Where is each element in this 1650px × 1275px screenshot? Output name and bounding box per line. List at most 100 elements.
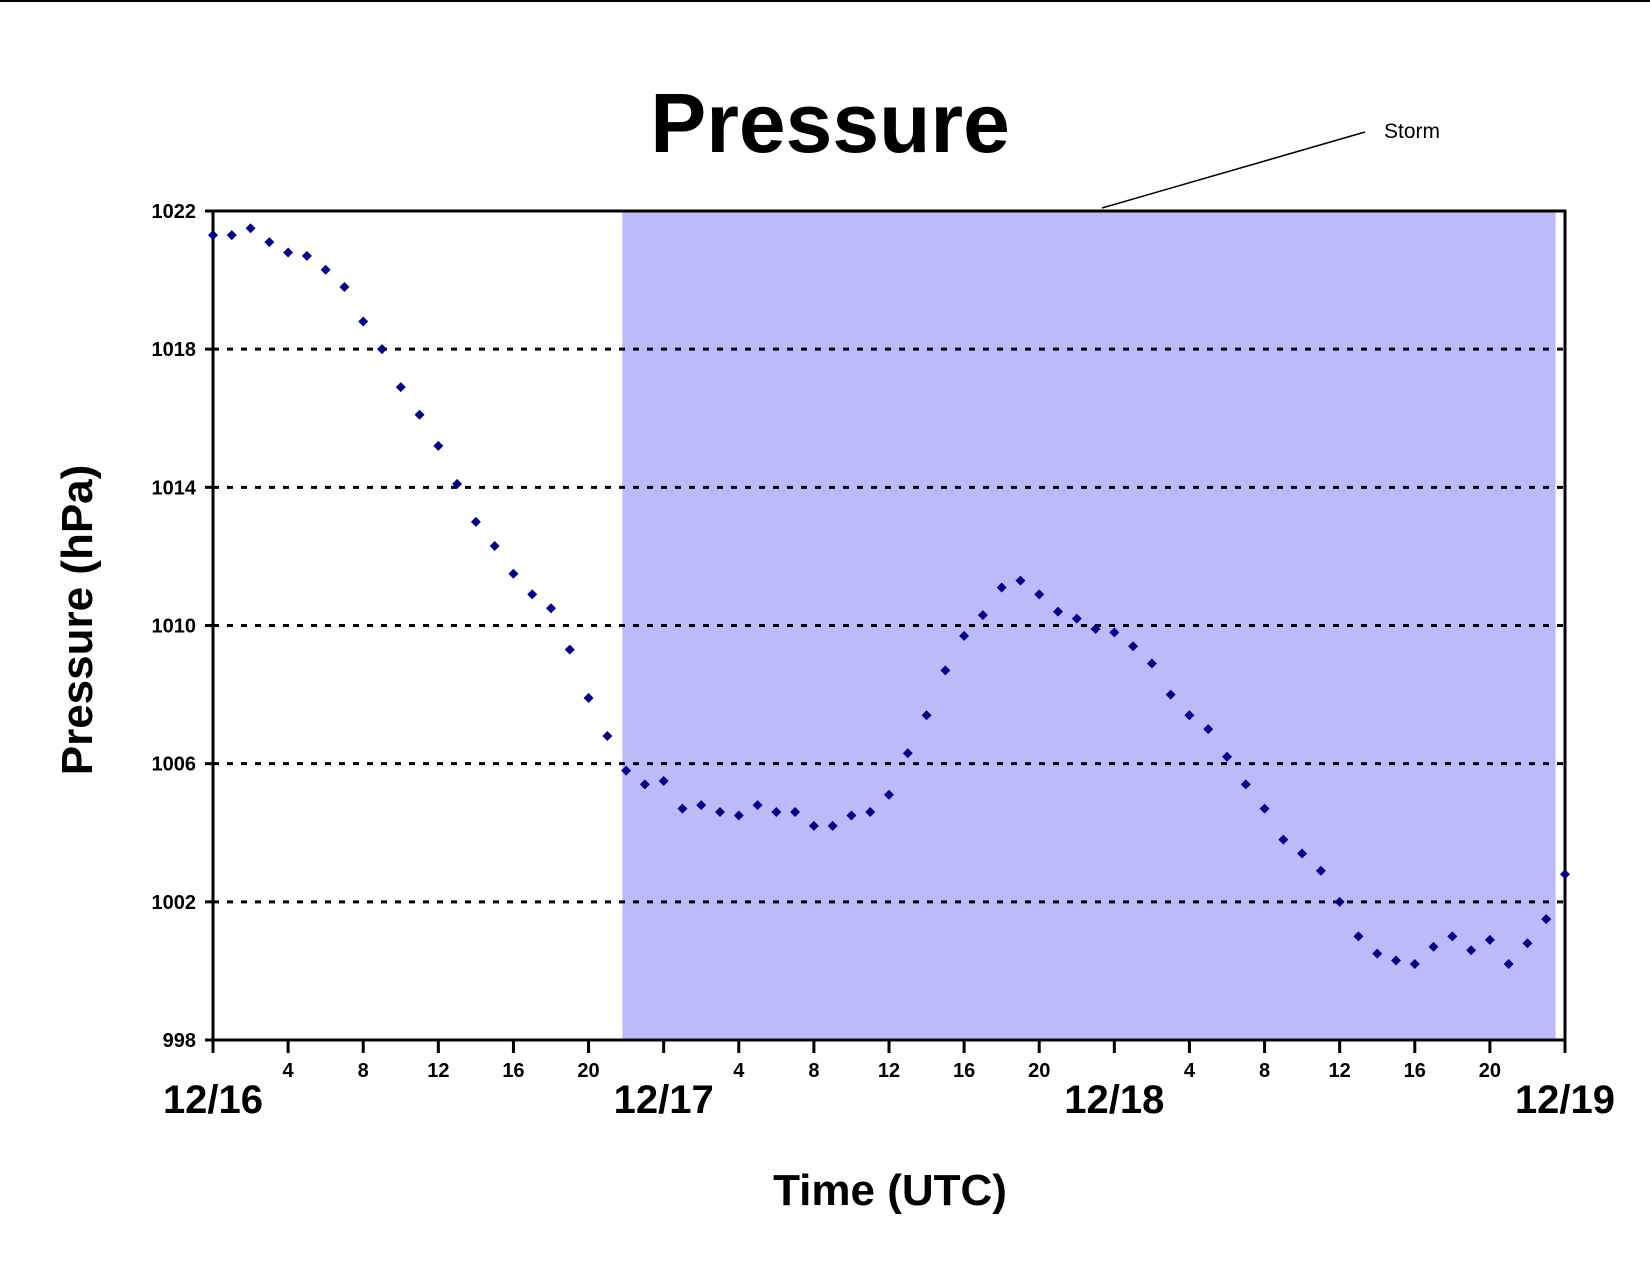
data-point (320, 264, 331, 275)
data-point (583, 693, 594, 704)
data-point (358, 316, 369, 327)
data-point (639, 779, 650, 790)
data-point (771, 807, 782, 818)
data-point (827, 820, 838, 831)
data-point (1334, 896, 1345, 907)
y-tick-label-998: 998 (163, 1030, 196, 1052)
data-point (1090, 623, 1101, 634)
y-tick-label-1014: 1014 (152, 477, 197, 499)
data-point (1128, 641, 1139, 652)
data-point (1015, 575, 1026, 586)
data-point (1353, 931, 1364, 942)
data-point (1278, 834, 1289, 845)
data-point (1165, 689, 1176, 700)
data-point (846, 810, 857, 821)
data-point (226, 230, 237, 241)
data-point (1428, 941, 1439, 952)
x-tick-label-12: 12 (427, 1060, 449, 1082)
day-label-12-18: 12/18 (1064, 1078, 1164, 1122)
x-tick-label-4: 4 (283, 1060, 295, 1082)
data-point (658, 775, 669, 786)
data-point (902, 748, 913, 759)
data-point (959, 630, 970, 641)
data-point (433, 440, 444, 451)
data-point (696, 800, 707, 811)
x-tick-label-44: 20 (1028, 1060, 1050, 1082)
data-point (1259, 803, 1270, 814)
x-tick-label-36: 12 (878, 1060, 900, 1082)
x-tick-label-40: 16 (953, 1060, 975, 1082)
data-point (1503, 959, 1514, 970)
data-point (921, 710, 932, 721)
data-point (808, 820, 819, 831)
data-point (377, 344, 387, 355)
data-point (508, 568, 519, 579)
data-point (733, 810, 744, 821)
y-tick-label-1002: 1002 (152, 892, 197, 914)
data-point (489, 541, 500, 552)
data-point (1560, 869, 1570, 880)
data-point (977, 610, 988, 621)
data-point (865, 807, 876, 818)
data-point (1522, 938, 1533, 949)
data-point (264, 237, 275, 248)
data-point (1109, 627, 1120, 638)
data-point (1203, 724, 1214, 735)
x-tick-label-20: 20 (577, 1060, 599, 1082)
data-point (527, 589, 538, 600)
x-tick-label-16: 16 (502, 1060, 524, 1082)
data-point (1297, 848, 1308, 859)
data-point (715, 807, 725, 818)
day-label-12-19: 12/19 (1515, 1078, 1615, 1122)
data-point (1541, 914, 1552, 925)
data-point (546, 603, 556, 614)
x-axis-label: Time (UTC) (773, 1166, 1007, 1215)
data-point (1466, 945, 1477, 956)
data-points-layer (208, 223, 1570, 970)
data-point (1409, 959, 1420, 970)
data-point (677, 803, 688, 814)
chart-title: Pressure (650, 76, 1010, 170)
data-point (1484, 934, 1495, 945)
data-point (245, 223, 256, 234)
top-border-rule (0, 0, 1650, 2)
data-point (1447, 931, 1458, 942)
data-point (1034, 589, 1045, 600)
day-label-12-17: 12/17 (614, 1078, 714, 1122)
data-point (884, 789, 894, 800)
data-point (301, 250, 312, 261)
data-point (208, 230, 218, 241)
data-point (602, 731, 613, 742)
data-point (1071, 613, 1082, 624)
data-point (1240, 779, 1251, 790)
x-tick-label-8: 8 (358, 1060, 369, 1082)
data-point (790, 807, 801, 818)
x-tick-label-64: 16 (1404, 1060, 1426, 1082)
data-point (470, 516, 481, 527)
y-tick-label-1022: 1022 (152, 201, 197, 223)
gridlines-layer (213, 347, 1565, 904)
day-label-12-16: 12/16 (163, 1078, 263, 1122)
data-point (283, 247, 294, 258)
data-point (940, 665, 951, 676)
y-axis-label: Pressure (hPa) (53, 465, 102, 776)
data-point (1372, 948, 1383, 959)
data-point (1315, 865, 1326, 876)
data-point (996, 582, 1007, 593)
y-tick-label-1010: 1010 (152, 616, 197, 638)
x-tick-label-32: 8 (808, 1060, 819, 1082)
data-point (1053, 606, 1063, 617)
x-tick-label-52: 4 (1184, 1060, 1196, 1082)
ticks-layer: 998 1002 1006 1010 1014 1018 1022 4 8 12 16 20 4 8 12 1… (152, 201, 1616, 1122)
data-point (1222, 751, 1232, 762)
storm-annotation-label: Storm (1384, 120, 1440, 143)
y-tick-label-1006: 1006 (152, 754, 197, 776)
data-point (621, 765, 632, 776)
x-tick-label-60: 12 (1329, 1060, 1351, 1082)
data-point (752, 800, 763, 811)
data-point (339, 281, 350, 292)
data-point (414, 409, 425, 420)
x-tick-label-68: 20 (1479, 1060, 1501, 1082)
x-tick-label-56: 8 (1259, 1060, 1270, 1082)
